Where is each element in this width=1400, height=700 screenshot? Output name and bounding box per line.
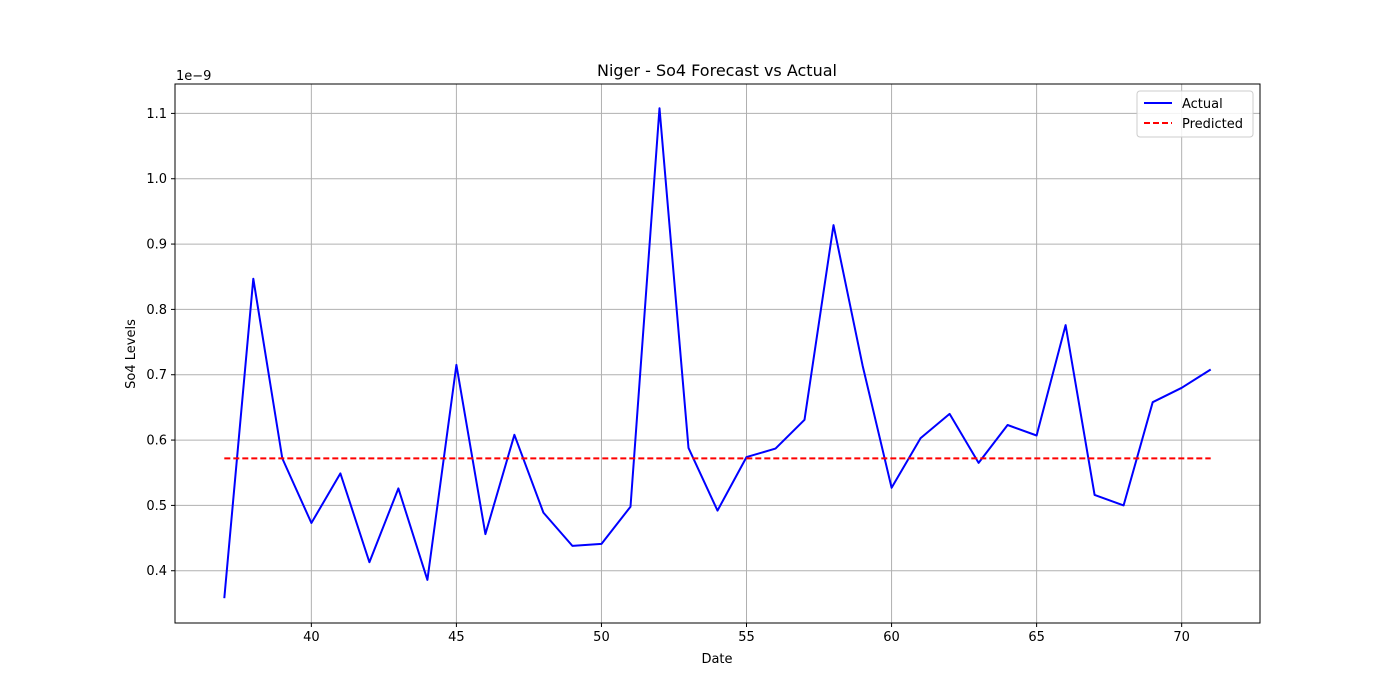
- x-tick-label: 50: [593, 630, 610, 645]
- y-tick-label: 0.9: [146, 238, 167, 253]
- x-axis-label: Date: [701, 652, 732, 667]
- chart-title: Niger - So4 Forecast vs Actual: [597, 61, 837, 80]
- grid-lines: [175, 84, 1260, 623]
- legend: Actual Predicted: [1136, 90, 1254, 138]
- x-tick-label: 60: [883, 630, 900, 645]
- legend-label-predicted: Predicted: [1182, 117, 1243, 132]
- x-tick-label: 45: [448, 630, 465, 645]
- y-tick-label: 0.7: [146, 368, 167, 383]
- x-tick-label: 70: [1173, 630, 1190, 645]
- x-tick-label: 65: [1028, 630, 1045, 645]
- legend-label-actual: Actual: [1182, 97, 1223, 112]
- y-tick-label: 0.5: [146, 499, 167, 514]
- y-axis-label: So4 Levels: [124, 319, 139, 389]
- x-tick-label: 40: [303, 630, 320, 645]
- plot-area-frame: [174, 83, 1261, 624]
- x-axis: 40 45 50 55 60 65 70: [303, 623, 1190, 645]
- y-tick-label: 1.0: [146, 172, 167, 187]
- y-tick-label: 0.8: [146, 303, 167, 318]
- y-tick-label: 0.6: [146, 434, 167, 449]
- y-tick-label: 1.1: [146, 107, 167, 122]
- series-layer: [223, 107, 1212, 599]
- x-tick-label: 55: [738, 630, 755, 645]
- series-line-actual: [223, 107, 1212, 599]
- y-scale-offset-label: 1e−9: [176, 69, 211, 84]
- y-tick-label: 0.4: [146, 564, 167, 579]
- y-axis: 0.4 0.5 0.6 0.7 0.8 0.9 1.0 1.1: [146, 107, 175, 579]
